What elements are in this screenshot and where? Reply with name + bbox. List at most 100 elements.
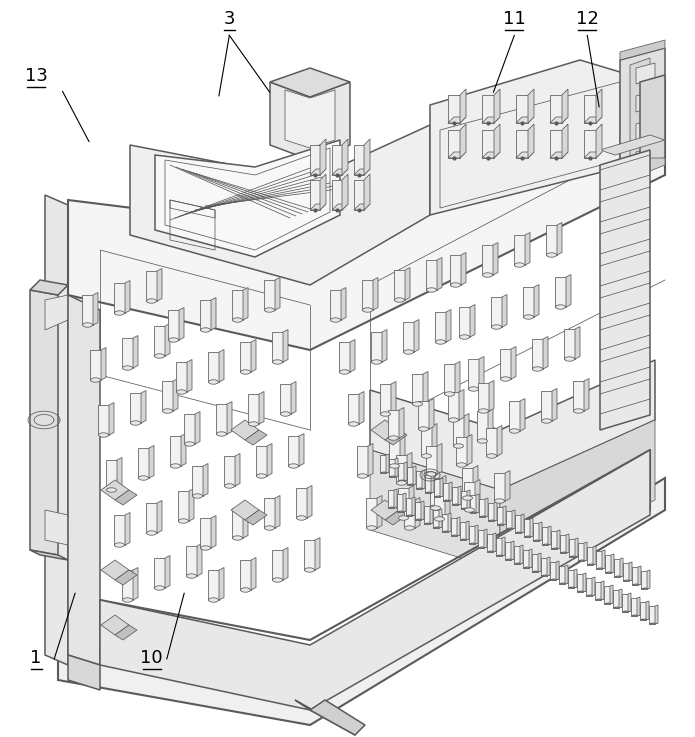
Polygon shape <box>280 384 291 414</box>
Polygon shape <box>382 329 387 362</box>
Polygon shape <box>441 475 446 508</box>
Ellipse shape <box>256 474 266 478</box>
Polygon shape <box>636 91 655 112</box>
Polygon shape <box>425 492 434 493</box>
Ellipse shape <box>573 409 583 413</box>
Polygon shape <box>332 169 348 175</box>
Polygon shape <box>403 322 414 352</box>
Polygon shape <box>439 509 442 528</box>
Polygon shape <box>556 561 559 580</box>
Polygon shape <box>502 537 505 556</box>
Polygon shape <box>176 362 187 392</box>
Polygon shape <box>456 437 467 465</box>
Polygon shape <box>157 500 162 533</box>
Polygon shape <box>248 394 259 424</box>
Text: 13: 13 <box>25 67 47 85</box>
Polygon shape <box>386 454 389 473</box>
Polygon shape <box>450 255 461 285</box>
Polygon shape <box>216 404 227 434</box>
Polygon shape <box>388 490 394 508</box>
Polygon shape <box>587 564 596 565</box>
Ellipse shape <box>154 586 165 590</box>
Polygon shape <box>496 538 502 556</box>
Polygon shape <box>596 551 602 569</box>
Polygon shape <box>557 223 562 255</box>
Polygon shape <box>638 566 641 585</box>
Polygon shape <box>310 145 320 175</box>
Polygon shape <box>478 530 484 548</box>
Polygon shape <box>186 546 197 576</box>
Polygon shape <box>98 405 109 435</box>
Polygon shape <box>235 453 240 486</box>
Polygon shape <box>211 298 216 330</box>
Polygon shape <box>646 601 649 620</box>
Ellipse shape <box>170 464 181 468</box>
Polygon shape <box>385 510 407 525</box>
Polygon shape <box>577 591 586 592</box>
Polygon shape <box>416 488 425 489</box>
Ellipse shape <box>281 412 291 416</box>
Polygon shape <box>467 435 472 465</box>
Polygon shape <box>600 135 665 155</box>
Ellipse shape <box>122 366 133 370</box>
Polygon shape <box>168 310 179 340</box>
Polygon shape <box>366 498 377 528</box>
Polygon shape <box>636 119 655 140</box>
Polygon shape <box>488 503 494 521</box>
Polygon shape <box>592 577 595 596</box>
Polygon shape <box>446 310 451 342</box>
Polygon shape <box>418 401 429 429</box>
Polygon shape <box>460 89 466 123</box>
Polygon shape <box>406 515 415 516</box>
Polygon shape <box>584 379 589 411</box>
Polygon shape <box>200 518 211 548</box>
Polygon shape <box>516 152 534 158</box>
Ellipse shape <box>138 476 149 481</box>
Polygon shape <box>550 562 556 580</box>
Polygon shape <box>575 538 578 557</box>
Polygon shape <box>315 537 320 570</box>
Polygon shape <box>564 329 575 359</box>
Polygon shape <box>482 130 494 158</box>
Polygon shape <box>415 502 421 520</box>
Polygon shape <box>584 95 596 123</box>
Polygon shape <box>469 543 478 544</box>
Polygon shape <box>442 531 451 532</box>
Polygon shape <box>122 338 133 368</box>
Polygon shape <box>448 117 466 123</box>
Polygon shape <box>514 563 523 564</box>
Polygon shape <box>628 593 631 612</box>
Polygon shape <box>100 450 650 710</box>
Polygon shape <box>566 274 571 307</box>
Polygon shape <box>497 524 506 525</box>
Polygon shape <box>380 384 391 414</box>
Ellipse shape <box>106 488 117 492</box>
Polygon shape <box>283 329 288 362</box>
Polygon shape <box>520 399 525 431</box>
Polygon shape <box>524 536 533 537</box>
Ellipse shape <box>363 308 373 312</box>
Polygon shape <box>398 463 404 481</box>
Ellipse shape <box>193 494 202 498</box>
Polygon shape <box>503 506 506 525</box>
Polygon shape <box>482 95 494 123</box>
Ellipse shape <box>265 308 275 312</box>
Polygon shape <box>433 510 439 528</box>
Ellipse shape <box>233 536 243 540</box>
Polygon shape <box>101 348 106 380</box>
Polygon shape <box>443 483 449 501</box>
Polygon shape <box>231 500 259 520</box>
Polygon shape <box>432 424 437 456</box>
Ellipse shape <box>185 441 195 446</box>
Polygon shape <box>354 169 370 175</box>
Polygon shape <box>434 491 445 519</box>
Polygon shape <box>243 506 248 538</box>
Ellipse shape <box>122 598 133 602</box>
Polygon shape <box>310 169 326 175</box>
Ellipse shape <box>372 360 382 364</box>
Polygon shape <box>523 287 534 317</box>
Polygon shape <box>457 517 460 536</box>
Polygon shape <box>448 95 460 123</box>
Polygon shape <box>623 580 632 581</box>
Polygon shape <box>532 339 543 369</box>
